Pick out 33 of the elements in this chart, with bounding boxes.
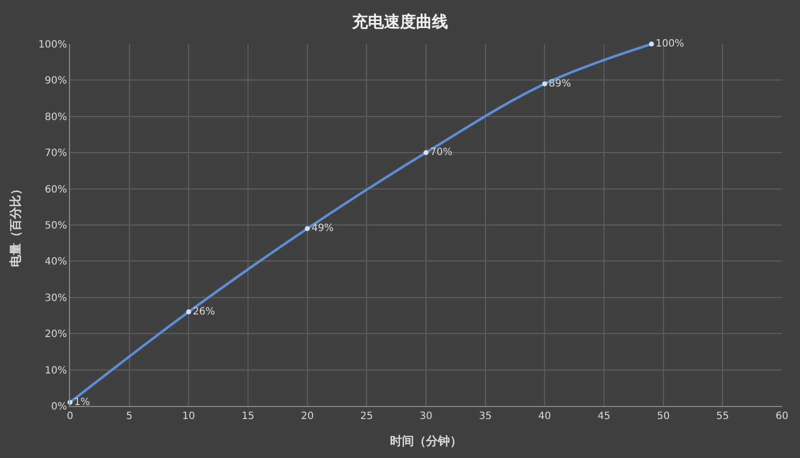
y-tick-label: 70% (44, 148, 67, 160)
data-label: 100% (656, 38, 684, 50)
y-tick-label: 10% (44, 365, 67, 376)
y-tick-label: 100% (38, 40, 67, 50)
x-tick-label: 50 (656, 411, 670, 422)
x-tick-label: 60 (776, 411, 788, 422)
y-tick-label: 0% (51, 402, 67, 412)
data-label: 89% (548, 78, 572, 90)
y-tick-label: 40% (44, 256, 67, 268)
x-tick-label: 20 (300, 411, 314, 422)
data-label: 1% (74, 396, 90, 408)
x-tick-label: 5 (126, 411, 133, 422)
y-tick-label: 50% (44, 220, 67, 232)
data-label: 26% (192, 306, 216, 318)
x-tick-label: 40 (538, 411, 552, 422)
y-tick-label: 90% (44, 76, 67, 87)
x-tick-label: 0 (66, 411, 74, 422)
x-tick-label: 15 (242, 411, 254, 422)
y-tick-label: 80% (44, 112, 67, 123)
y-tick-label: 60% (44, 184, 67, 196)
x-axis-title: 时间（分钟） (390, 434, 462, 448)
y-tick-label: 30% (44, 292, 67, 304)
data-label: 49% (311, 223, 334, 234)
y-tick-label: 20% (44, 329, 67, 340)
x-tick-label: 10 (182, 411, 196, 422)
chart-title: 充电速度曲线 (351, 12, 448, 32)
x-tick-label: 55 (716, 411, 730, 422)
data-label: 70% (430, 147, 452, 158)
x-tick-label: 45 (598, 411, 610, 422)
x-tick-label: 25 (360, 411, 374, 422)
x-tick-label: 30 (420, 411, 432, 422)
y-axis-title: 电量（百分比） (8, 183, 23, 267)
x-tick-label: 35 (478, 411, 492, 422)
